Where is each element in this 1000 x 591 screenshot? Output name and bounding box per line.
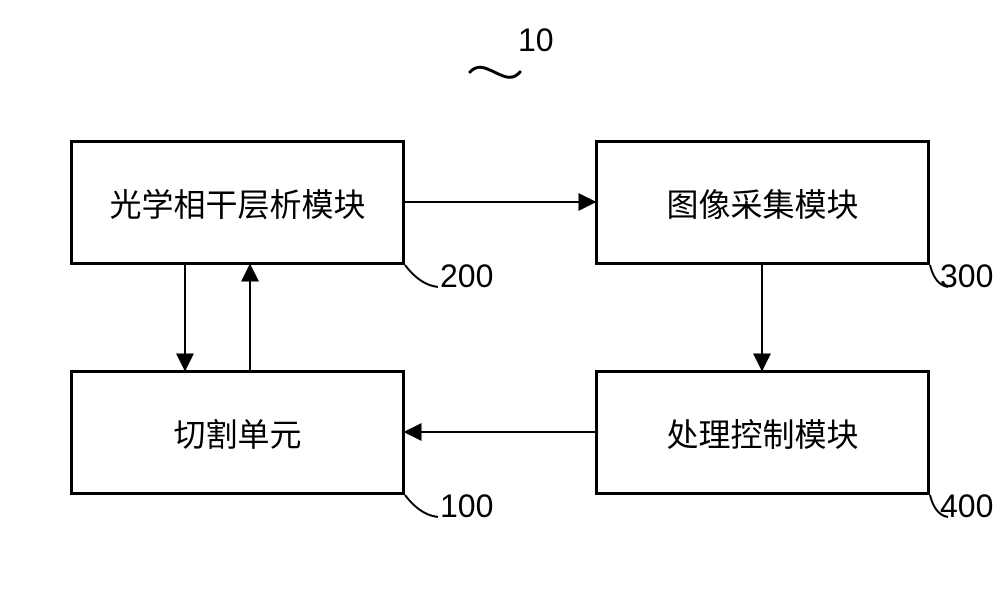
node-image-acquisition-label: 图像采集模块 — [666, 180, 858, 226]
node-cutting-unit: 切割单元 — [70, 370, 405, 495]
node-processing-control-label: 处理控制模块 — [666, 410, 858, 456]
ref-400-text: 400 — [940, 488, 993, 524]
figure-number: 10 — [518, 22, 554, 59]
ref-100-text: 100 — [440, 488, 493, 524]
ref-300: 300 — [940, 258, 993, 295]
lead-200 — [405, 265, 438, 287]
node-oct-module: 光学相干层析模块 — [70, 140, 405, 265]
node-image-acquisition: 图像采集模块 — [595, 140, 930, 265]
node-oct-module-label: 光学相干层析模块 — [109, 180, 365, 226]
lead-100 — [405, 495, 438, 517]
ref-400: 400 — [940, 488, 993, 525]
node-cutting-unit-label: 切割单元 — [173, 410, 301, 456]
diagram-edges — [0, 0, 1000, 591]
ref-100: 100 — [440, 488, 493, 525]
ref-200-text: 200 — [440, 258, 493, 294]
figure-number-text: 10 — [518, 22, 554, 58]
ref-200: 200 — [440, 258, 493, 295]
node-processing-control: 处理控制模块 — [595, 370, 930, 495]
ref-300-text: 300 — [940, 258, 993, 294]
title-tilde — [470, 67, 520, 77]
